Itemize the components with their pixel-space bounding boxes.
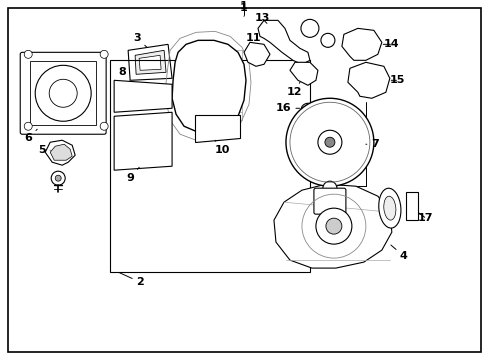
Polygon shape [45,140,75,165]
Polygon shape [244,42,269,66]
Text: 5: 5 [39,145,50,155]
Circle shape [364,39,374,49]
Polygon shape [139,55,161,70]
Polygon shape [114,80,172,112]
Circle shape [100,122,108,130]
FancyBboxPatch shape [313,188,345,214]
Text: 7: 7 [365,139,378,149]
FancyBboxPatch shape [20,52,106,134]
Text: 12: 12 [285,82,301,97]
Text: 2: 2 [119,273,143,287]
Circle shape [24,50,32,58]
Text: 15: 15 [389,75,405,85]
Circle shape [100,50,108,58]
Circle shape [347,35,361,49]
Polygon shape [347,62,389,98]
Circle shape [300,103,314,117]
Circle shape [24,122,32,130]
Text: 8: 8 [118,67,129,81]
Text: 14: 14 [383,39,399,49]
Circle shape [297,66,309,78]
Polygon shape [114,112,172,170]
Text: 4: 4 [390,245,407,261]
Text: 13: 13 [254,13,269,23]
Polygon shape [258,21,309,64]
Polygon shape [289,62,317,85]
Circle shape [285,98,373,186]
Polygon shape [135,50,166,74]
Text: 1: 1 [240,1,247,12]
Polygon shape [195,115,240,142]
Text: 9: 9 [126,167,139,183]
Polygon shape [273,184,391,268]
Text: 6: 6 [24,129,37,143]
Circle shape [317,130,341,154]
Circle shape [315,208,351,244]
Bar [110,60,309,272]
Ellipse shape [383,196,395,220]
Circle shape [325,218,341,234]
Ellipse shape [378,188,400,228]
Circle shape [322,181,336,195]
Bar [405,192,417,220]
Circle shape [320,33,334,47]
Polygon shape [50,144,72,160]
Text: 1: 1 [240,3,247,16]
Circle shape [324,137,334,147]
Polygon shape [128,44,172,80]
Circle shape [55,175,61,181]
Text: 17: 17 [417,213,433,223]
Circle shape [354,73,368,87]
Circle shape [370,77,380,87]
Bar [30,61,96,125]
Text: 16: 16 [276,103,299,113]
Circle shape [322,194,336,208]
Circle shape [51,171,65,185]
Circle shape [300,19,318,37]
Text: 3: 3 [133,33,147,48]
Text: 10: 10 [214,140,229,155]
Polygon shape [172,40,245,132]
Polygon shape [341,28,381,60]
Text: 11: 11 [245,33,260,46]
